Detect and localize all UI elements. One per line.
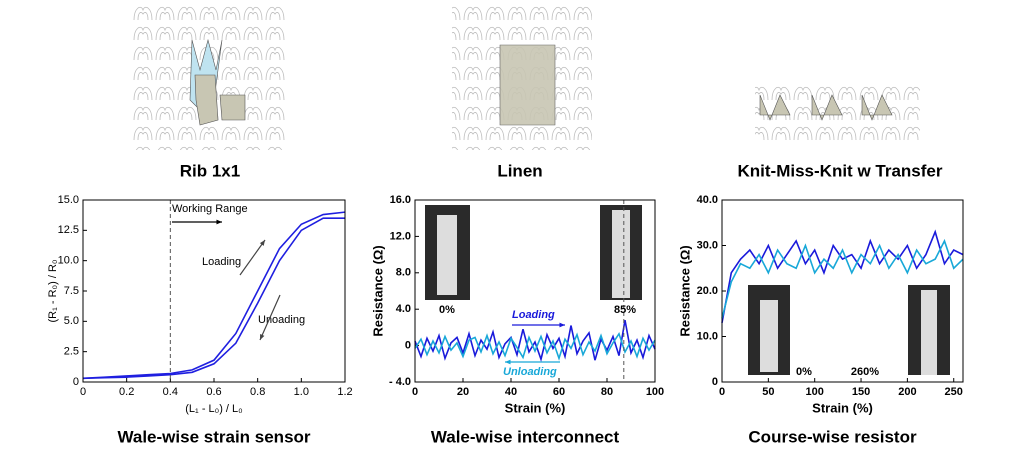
y-axis-label: (R₁ - R₀) / R₀ [47, 260, 59, 323]
plot-frame [414, 199, 656, 383]
annotation: 85% [614, 304, 636, 316]
y-tick-label: 10.0 [697, 330, 718, 342]
photos [425, 205, 950, 375]
pattern-label: Rib 1x1 [180, 161, 240, 180]
x-tick-label: 200 [898, 386, 916, 398]
x-tick-label: 40 [505, 386, 517, 398]
chart-title: Course-wise resistor [748, 427, 917, 446]
y-axis-label: Resistance (Ω) [677, 245, 692, 336]
y-tick-label: 8.0 [396, 267, 411, 279]
y-tick-label: 15.0 [58, 194, 79, 206]
y-tick-label: 4.0 [396, 303, 411, 315]
x-tick-label: 0 [412, 386, 418, 398]
annotation: Loading [202, 256, 241, 268]
y-tick-label: 0 [73, 376, 79, 388]
y-tick-label: 30.0 [697, 239, 718, 251]
y-tick-label: - 4.0 [389, 376, 411, 388]
arrow-head [559, 322, 565, 328]
plot-frame [721, 199, 964, 383]
x-tick-label: 1.0 [294, 386, 309, 398]
x-tick-label: 0 [719, 386, 725, 398]
x-tick-label: 0.4 [163, 386, 178, 398]
line-series [82, 211, 346, 380]
y-tick-label: 20.0 [697, 285, 718, 297]
line-series [414, 331, 656, 361]
y-tick-label: 0 [405, 340, 411, 352]
y-tick-label: 12.5 [58, 224, 79, 236]
y-tick-label: 10.0 [58, 255, 79, 267]
annotation: 0% [796, 366, 812, 378]
annotation: Unloading [503, 366, 557, 378]
x-tick-label: 80 [601, 386, 613, 398]
annotation: Unoading [258, 314, 305, 326]
linen-loop [499, 44, 556, 126]
photo-sample [437, 215, 457, 295]
arrow-head [259, 240, 265, 246]
x-tick-label: 60 [553, 386, 565, 398]
y-tick-label: 0 [712, 376, 718, 388]
x-tick-label: 250 [945, 386, 963, 398]
y-axis-label: Resistance (Ω) [370, 245, 385, 336]
arrow-head [505, 359, 511, 365]
annotation: Working Range [172, 203, 248, 215]
photo-sample [921, 290, 937, 375]
x-tick-label: 100 [646, 386, 664, 398]
arrow [239, 239, 266, 276]
arrow-head [260, 334, 265, 340]
arrow-head [216, 219, 222, 225]
y-tick-label: 7.5 [64, 285, 79, 297]
y-tick-label: 40.0 [697, 194, 718, 206]
annotation: Loading [512, 309, 555, 321]
x-tick-label: 0.2 [119, 386, 134, 398]
x-tick-label: 0.8 [250, 386, 265, 398]
x-tick-label: 100 [806, 386, 824, 398]
chart-title: Wale-wise interconnect [431, 427, 620, 446]
x-axis-label: (L₁ - L₀) / L₀ [185, 403, 242, 415]
arrow [259, 294, 281, 341]
y-tick-label: 5.0 [64, 315, 79, 327]
pattern-label: Knit-Miss-Knit w Transfer [738, 161, 943, 180]
plot-frame [82, 199, 346, 383]
x-axis-label: Strain (%) [505, 400, 566, 415]
x-tick-label: 150 [852, 386, 870, 398]
kmk-loop [759, 94, 893, 121]
line-series [721, 238, 964, 319]
x-tick-label: 1.2 [337, 386, 352, 398]
y-tick-label: 16.0 [390, 194, 411, 206]
knit-diagrams: Rib 1x1 Linen Knit-Miss-Knit w Transfer [132, 5, 943, 180]
photo-sample [612, 210, 630, 298]
y-tick-label: 2.5 [64, 346, 79, 358]
rib-loop [194, 74, 246, 126]
x-tick-label: 50 [762, 386, 774, 398]
line-series [414, 319, 656, 363]
x-axis-label: Strain (%) [812, 400, 873, 415]
annotation: 0% [439, 304, 455, 316]
chart-title: Wale-wise strain sensor [117, 427, 310, 446]
line-series [82, 217, 345, 380]
y-tick-label: 12.0 [390, 230, 411, 242]
photo-sample [760, 300, 778, 372]
annotation: 260% [851, 366, 879, 378]
pattern-label: Linen [497, 161, 542, 180]
x-tick-label: 0.6 [206, 386, 221, 398]
x-tick-label: 20 [457, 386, 469, 398]
x-tick-label: 0 [80, 386, 86, 398]
